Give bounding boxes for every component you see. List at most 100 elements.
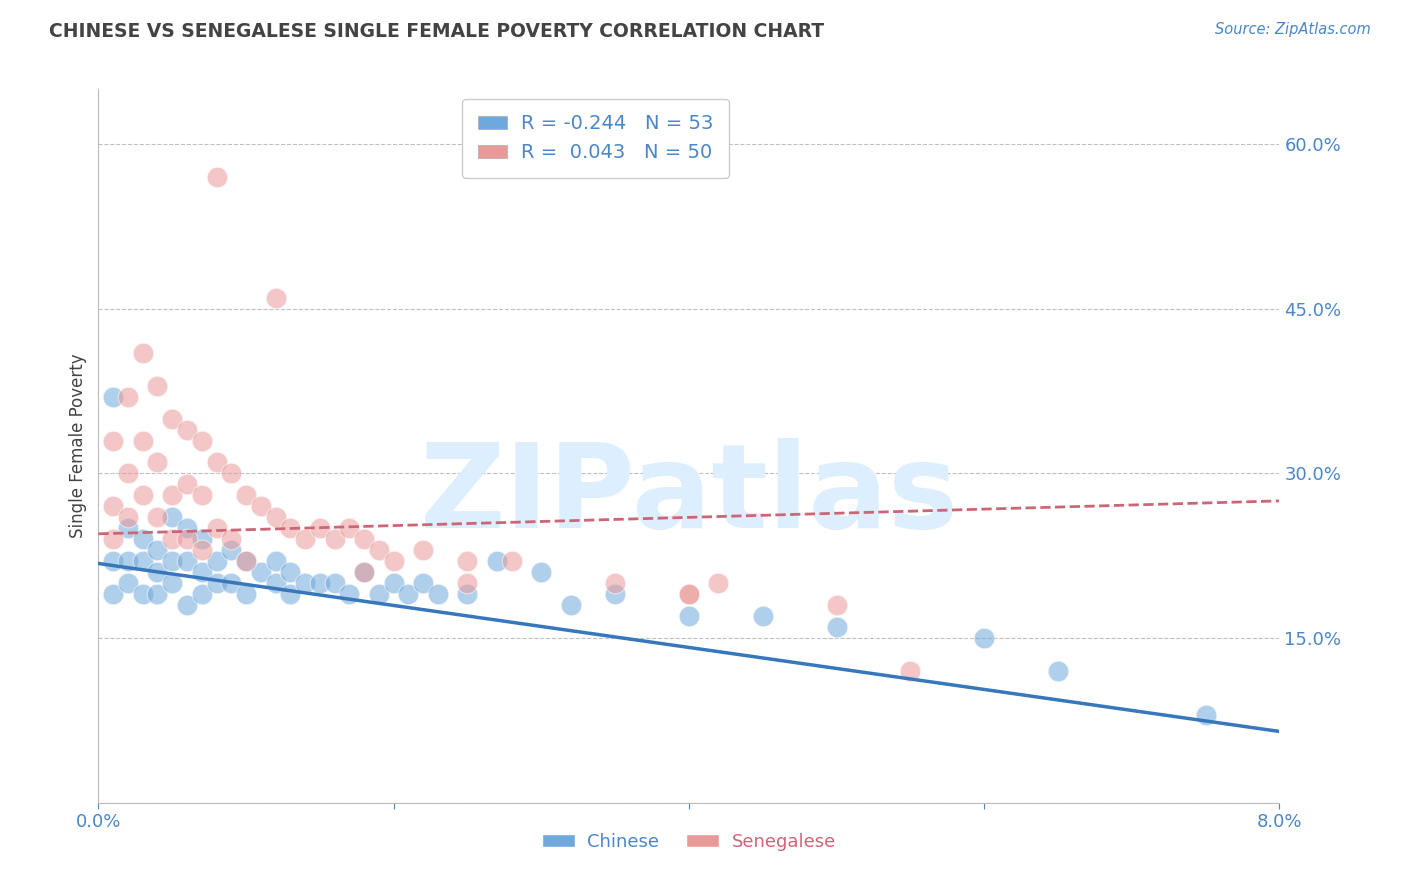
Point xyxy=(382,554,405,568)
Point xyxy=(280,521,302,535)
Y-axis label: Single Female Poverty: Single Female Poverty xyxy=(69,354,87,538)
Point xyxy=(678,609,700,624)
Point xyxy=(900,664,922,678)
Point xyxy=(146,543,169,558)
Point xyxy=(323,576,346,591)
Point xyxy=(191,543,214,558)
Point xyxy=(103,587,125,601)
Point xyxy=(707,576,730,591)
Point xyxy=(132,554,155,568)
Point xyxy=(368,543,391,558)
Point xyxy=(323,533,346,547)
Point xyxy=(132,434,155,448)
Point xyxy=(191,434,214,448)
Point xyxy=(205,521,228,535)
Point xyxy=(103,434,125,448)
Point xyxy=(162,510,183,524)
Point xyxy=(146,455,169,469)
Point xyxy=(427,587,450,601)
Point xyxy=(309,521,332,535)
Point xyxy=(1046,664,1070,678)
Point xyxy=(162,533,183,547)
Point xyxy=(132,533,155,547)
Point xyxy=(117,521,139,535)
Point xyxy=(176,423,198,437)
Point xyxy=(205,554,228,568)
Point xyxy=(264,554,287,568)
Point xyxy=(221,467,243,481)
Point xyxy=(191,566,214,580)
Point xyxy=(117,576,139,591)
Point xyxy=(146,587,169,601)
Point xyxy=(146,378,169,392)
Point xyxy=(221,533,243,547)
Point xyxy=(486,554,509,568)
Legend: Chinese, Senegalese: Chinese, Senegalese xyxy=(534,826,844,858)
Point xyxy=(176,554,198,568)
Point xyxy=(191,488,214,502)
Point xyxy=(176,533,198,547)
Point xyxy=(117,554,139,568)
Point xyxy=(412,576,434,591)
Text: Source: ZipAtlas.com: Source: ZipAtlas.com xyxy=(1215,22,1371,37)
Point xyxy=(457,576,479,591)
Point xyxy=(353,533,375,547)
Point xyxy=(162,411,183,425)
Point xyxy=(398,587,420,601)
Point xyxy=(176,521,198,535)
Point xyxy=(501,554,523,568)
Point xyxy=(117,390,139,404)
Point xyxy=(457,554,479,568)
Text: CHINESE VS SENEGALESE SINGLE FEMALE POVERTY CORRELATION CHART: CHINESE VS SENEGALESE SINGLE FEMALE POVE… xyxy=(49,22,824,41)
Point xyxy=(146,566,169,580)
Point xyxy=(191,587,214,601)
Point xyxy=(176,477,198,491)
Point xyxy=(973,631,995,645)
Point xyxy=(221,543,243,558)
Point xyxy=(162,554,183,568)
Point xyxy=(235,554,257,568)
Point xyxy=(825,620,848,634)
Point xyxy=(353,566,375,580)
Point xyxy=(221,576,243,591)
Point xyxy=(132,488,155,502)
Point xyxy=(382,576,405,591)
Point xyxy=(264,510,287,524)
Point xyxy=(294,576,316,591)
Point xyxy=(103,533,125,547)
Point xyxy=(117,467,139,481)
Point xyxy=(162,576,183,591)
Point xyxy=(294,533,316,547)
Point xyxy=(678,587,700,601)
Point xyxy=(235,488,257,502)
Point xyxy=(146,510,169,524)
Point xyxy=(339,521,361,535)
Point xyxy=(264,576,287,591)
Point xyxy=(205,455,228,469)
Point xyxy=(191,533,214,547)
Point xyxy=(235,554,257,568)
Point xyxy=(457,587,479,601)
Point xyxy=(162,488,183,502)
Text: ZIPatlas: ZIPatlas xyxy=(419,439,959,553)
Point xyxy=(530,566,553,580)
Point xyxy=(205,169,228,184)
Point xyxy=(117,510,139,524)
Point xyxy=(605,587,627,601)
Point xyxy=(103,500,125,514)
Point xyxy=(605,576,627,591)
Point xyxy=(368,587,391,601)
Point xyxy=(752,609,775,624)
Point xyxy=(250,566,273,580)
Point xyxy=(825,598,848,612)
Point xyxy=(250,500,273,514)
Point xyxy=(280,566,302,580)
Point xyxy=(132,587,155,601)
Point xyxy=(235,587,257,601)
Point xyxy=(132,345,155,359)
Point xyxy=(264,291,287,305)
Point xyxy=(309,576,332,591)
Point xyxy=(678,587,700,601)
Point xyxy=(103,554,125,568)
Point xyxy=(560,598,582,612)
